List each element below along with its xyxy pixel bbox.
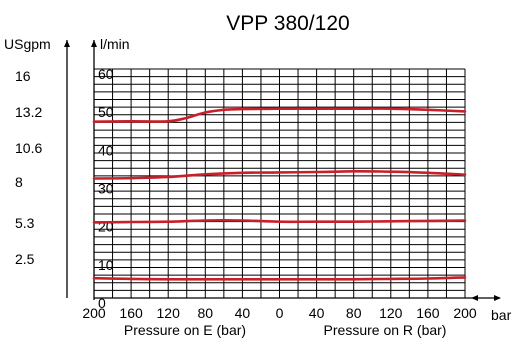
y-left-tick-labels: 16 13.2 10.6 8 5.3 2.5 [15,68,42,267]
x-axis-title-left: Pressure on E (bar) [124,322,246,338]
x-tick-label: 80 [346,305,362,321]
y-right-tick-label: 50 [98,104,114,120]
chart-title: VPP 380/120 [226,12,349,35]
y-right-axis-arrow [91,40,97,47]
y-left-tick-label: 13.2 [15,104,42,120]
y-left-tick-label: 2.5 [15,251,35,267]
y-right-tick-label: 60 [98,66,114,82]
y-right-tick-label: 10 [98,257,114,273]
y-right-tick-label: 30 [98,181,114,197]
x-tick-labels: 200 160 120 80 40 0 40 80 120 160 200 [82,305,477,321]
x-tick-label: 80 [198,305,214,321]
plot-grid [93,68,466,299]
y-left-tick-label: 16 [15,68,31,84]
y-left-unit-label: USgpm [4,36,51,52]
x-tick-label: 160 [416,305,440,321]
chart-axes [64,40,501,301]
y-left-axis-arrow [64,40,70,47]
x-tick-label: 120 [379,305,403,321]
series-line [92,276,467,281]
y-left-tick-label: 10.6 [15,140,42,156]
series-line [92,107,467,123]
y-left-tick-label: 8 [15,174,23,190]
flow-series [92,107,467,281]
x-axis-arrow-left [471,295,478,301]
y-left-tick-label: 5.3 [15,215,35,231]
x-tick-label: 160 [119,305,143,321]
y-right-tick-label: 40 [98,142,114,158]
series-line [92,219,467,224]
x-axis-arrow-right [494,295,501,301]
series-line [92,169,467,180]
x-tick-label: 40 [309,305,325,321]
x-tick-label: 200 [82,305,106,321]
x-axis-title-right: Pressure on R (bar) [324,322,447,338]
x-tick-label: 0 [276,305,284,321]
y-right-unit-label: l/min [100,36,130,52]
x-tick-label: 120 [157,305,181,321]
y-right-tick-label: 0 [98,295,106,311]
x-tick-label: 200 [453,305,477,321]
x-unit-label: bar [491,307,512,323]
x-tick-label: 40 [235,305,251,321]
